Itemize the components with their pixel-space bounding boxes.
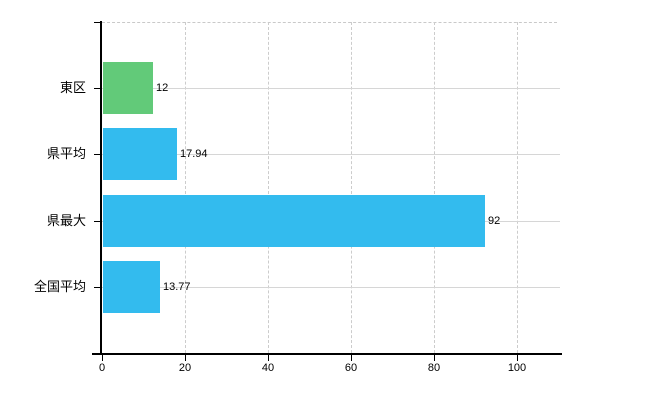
y-axis-tick	[94, 221, 102, 222]
vertical-gridline	[351, 22, 352, 353]
x-axis-tick-label: 80	[427, 362, 441, 374]
bar-value-label: 12	[156, 82, 169, 94]
x-axis-tick	[517, 355, 518, 361]
bar-value-label: 13.77	[163, 281, 191, 293]
y-axis-tick	[94, 154, 102, 155]
x-axis-tick	[185, 355, 186, 361]
row-gridline	[102, 154, 560, 155]
category-label: 県平均	[46, 146, 86, 161]
vertical-gridline	[517, 22, 518, 353]
x-axis-tick-label: 60	[344, 362, 358, 374]
x-axis-tick	[268, 355, 269, 361]
x-axis-tick-label: 100	[507, 362, 527, 374]
bar-1	[103, 62, 153, 114]
category-label: 全国平均	[33, 279, 86, 294]
x-axis-line	[92, 353, 562, 355]
vertical-gridline	[434, 22, 435, 353]
y-axis-tick	[94, 88, 102, 89]
bar-3	[103, 195, 485, 247]
x-axis-tick	[434, 355, 435, 361]
x-axis-tick-label: 40	[261, 362, 275, 374]
x-axis-tick	[102, 355, 103, 361]
x-axis-tick	[351, 355, 352, 361]
y-axis-line	[100, 21, 102, 354]
row-gridline	[102, 287, 560, 288]
bar-value-label: 17.94	[180, 148, 208, 160]
x-axis-tick-label: 20	[178, 362, 192, 374]
vertical-gridline	[185, 22, 186, 353]
plot-top-border	[102, 22, 557, 23]
x-axis-tick-label: 0	[98, 362, 106, 374]
bar-value-label: 92	[488, 215, 501, 227]
y-axis-top-tick	[94, 22, 102, 23]
row-gridline	[102, 88, 560, 89]
bar-4	[103, 261, 160, 313]
category-label: 東区	[59, 80, 86, 95]
y-axis-tick	[94, 287, 102, 288]
bar-2	[103, 128, 177, 180]
vertical-gridline	[268, 22, 269, 353]
category-label: 県最大	[46, 213, 86, 228]
